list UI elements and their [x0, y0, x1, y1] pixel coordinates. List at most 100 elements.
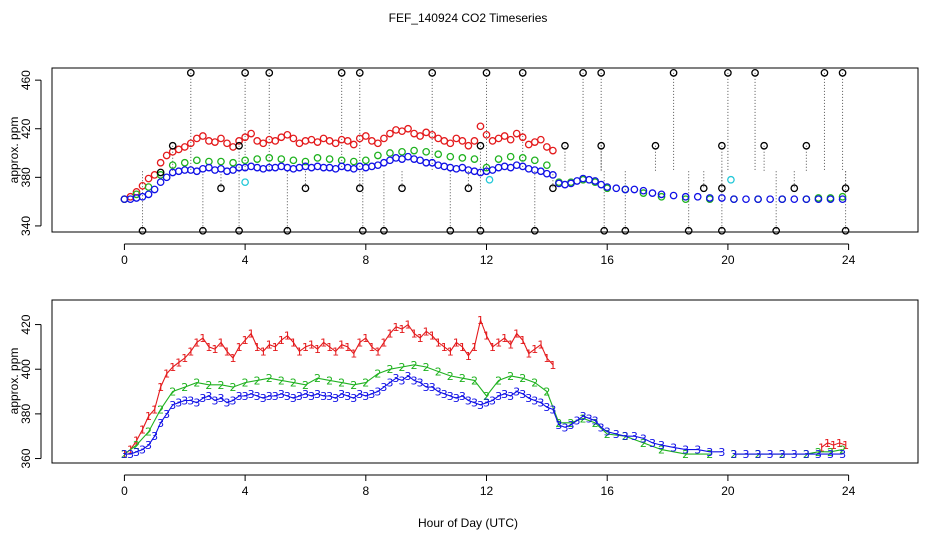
bottom-series-line-red [821, 442, 846, 448]
top-point-black [718, 226, 726, 235]
bottom-point-label-blue: 3 [248, 388, 255, 401]
bottom-point-label-red: 1 [471, 341, 478, 354]
top-point-black [699, 184, 708, 193]
bottom-point-label-blue: 3 [815, 448, 822, 461]
bottom-point-label-red: 1 [320, 336, 327, 349]
bottom-point-label-blue: 3 [767, 448, 774, 461]
bottom-point-label-red: 1 [501, 332, 508, 345]
top-point-blue [434, 161, 443, 170]
bottom-point-label-blue: 3 [513, 386, 520, 399]
bottom-point-label-blue: 3 [489, 394, 496, 407]
bottom-x-tick-label: 20 [721, 484, 735, 498]
top-point-black [669, 69, 678, 77]
bottom-point-label-red: 1 [441, 341, 448, 354]
bottom-point-label-red: 1 [175, 357, 182, 370]
top-point-blue [512, 161, 521, 170]
bottom-point-label-blue: 3 [193, 397, 200, 410]
bottom-point-label-red: 1 [435, 336, 442, 349]
top-point-black [518, 69, 527, 77]
bottom-point-label-blue: 3 [531, 394, 538, 407]
top-point-blue [561, 180, 569, 189]
top-point-green [446, 152, 455, 161]
bottom-x-tick-label: 8 [362, 484, 369, 498]
bottom-point-label-blue: 3 [549, 403, 556, 416]
bottom-point-label-blue: 3 [290, 392, 297, 405]
bottom-point-label-blue: 3 [682, 444, 689, 457]
bottom-point-label-blue: 3 [604, 426, 611, 439]
bottom-point-label-red: 1 [489, 341, 496, 354]
top-point-green [180, 158, 189, 167]
top-point-black [337, 69, 346, 77]
bottom-point-label-green: 2 [567, 417, 574, 430]
bottom-point-label-green: 2 [459, 372, 466, 385]
bottom-point-label-green: 2 [531, 377, 538, 390]
bottom-point-label-red: 1 [374, 345, 381, 358]
bottom-point-label-blue: 3 [435, 386, 442, 399]
bottom-point-label-blue: 3 [555, 419, 562, 432]
bottom-point-label-blue: 3 [423, 381, 430, 394]
top-point-green [301, 157, 310, 166]
top-point-blue [295, 163, 304, 172]
top-x-tick-label: 0 [121, 253, 128, 267]
bottom-point-label-blue: 3 [507, 390, 514, 403]
top-point-blue [543, 169, 551, 178]
top-point-black [476, 141, 485, 150]
bottom-point-label-blue: 3 [640, 432, 647, 445]
top-point-blue [392, 154, 400, 162]
bottom-point-label-blue: 3 [706, 446, 713, 459]
top-point-black [217, 184, 225, 193]
bottom-point-label-blue: 3 [574, 415, 581, 428]
bottom-point-label-red: 1 [169, 361, 176, 374]
bottom-point-label-green: 2 [592, 417, 599, 430]
top-point-blue [343, 163, 352, 172]
bottom-point-label-blue: 3 [803, 448, 810, 461]
top-point-blue [754, 195, 762, 204]
bottom-point-label-red: 1 [217, 336, 224, 349]
bottom-point-label-green: 2 [447, 370, 454, 383]
top-point-red [343, 137, 352, 145]
top-point-blue [669, 191, 678, 200]
top-point-red [259, 139, 268, 148]
top-point-blue [199, 164, 207, 173]
bottom-point-label-green: 2 [338, 377, 345, 390]
bottom-point-label-blue: 3 [139, 444, 146, 457]
bottom-y-tick-label: 420 [19, 314, 33, 334]
top-marks [120, 69, 850, 235]
top-point-red [482, 130, 491, 139]
bottom-point-label-blue: 3 [242, 390, 249, 403]
top-point-red [313, 138, 322, 146]
bottom-point-label-red: 1 [314, 343, 321, 356]
bottom-point-label-blue: 3 [670, 441, 677, 454]
top-point-red [446, 139, 455, 148]
top-point-green [313, 154, 322, 162]
top-point-blue [162, 173, 171, 182]
bottom-point-label-blue: 3 [368, 388, 375, 401]
bottom-point-label-red: 1 [368, 341, 375, 354]
top-point-blue [500, 162, 509, 171]
bottom-point-label-blue: 3 [827, 448, 834, 461]
bottom-plot-frame [51, 299, 919, 464]
top-point-black [802, 141, 811, 150]
top-point-blue [612, 184, 621, 193]
bottom-point-label-blue: 3 [302, 388, 309, 401]
bottom-point-label-blue: 3 [217, 392, 224, 405]
bottom-point-label-blue: 3 [386, 377, 393, 390]
bottom-point-label-blue: 3 [417, 377, 424, 390]
top-point-red [374, 139, 382, 148]
bottom-point-label-red: 1 [513, 327, 520, 340]
bottom-point-label-green: 2 [682, 448, 689, 461]
top-point-green [325, 155, 334, 163]
top-point-blue [693, 192, 702, 201]
bottom-point-label-red: 1 [145, 410, 152, 423]
top-point-blue [742, 195, 750, 204]
figure-title: FEF_140924 CO2 Timeseries [389, 11, 548, 25]
top-point-green [518, 154, 527, 162]
top-point-green [530, 156, 539, 165]
top-point-black [718, 184, 726, 193]
bottom-point-label-blue: 3 [157, 417, 164, 430]
bottom-point-label-blue: 3 [501, 388, 508, 401]
bottom-point-label-blue: 3 [755, 448, 762, 461]
top-point-black [355, 184, 364, 193]
bottom-point-label-red: 1 [302, 341, 309, 354]
